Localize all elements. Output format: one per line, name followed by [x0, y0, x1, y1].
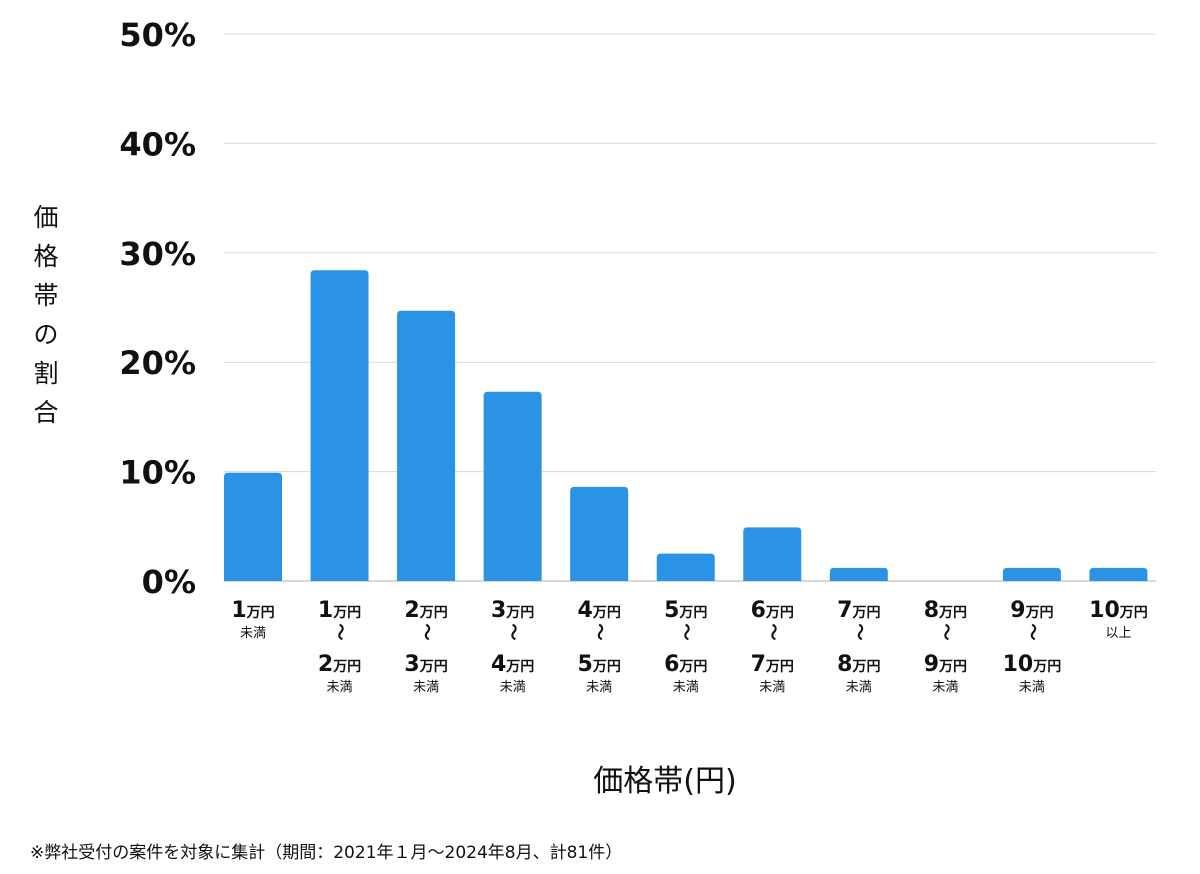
x-tick-value: 1万円	[231, 598, 274, 623]
x-tick-value: 6万円	[751, 598, 794, 623]
bar	[829, 567, 888, 581]
x-tick-range-separator: 〜	[676, 624, 696, 641]
y-tick-label: 50%	[119, 16, 196, 54]
bar	[1089, 567, 1148, 581]
x-tick-value: 6万円	[664, 652, 707, 677]
y-axis-label: 価格帯の割合	[28, 198, 64, 432]
x-tick-suffix: 未満	[932, 680, 958, 695]
x-tick-range-separator: 〜	[503, 624, 523, 641]
gridlines	[224, 33, 1156, 582]
y-axis-label-char: 帯	[33, 281, 59, 310]
x-tick-value: 5万円	[578, 652, 621, 677]
x-tick-value: 2万円	[318, 652, 361, 677]
y-tick-label: 0%	[142, 563, 196, 601]
x-tick-range-separator: 〜	[589, 624, 609, 641]
x-tick-value: 8万円	[837, 652, 880, 677]
x-tick-labels: 1万円未満1万円〜2万円未満2万円〜3万円未満3万円〜4万円未満4万円〜5万円未…	[231, 598, 1147, 695]
y-axis-label-char: の	[33, 320, 59, 349]
bar	[224, 472, 282, 581]
bar	[656, 553, 715, 581]
x-tick-suffix: 以上	[1105, 626, 1131, 641]
x-tick-value: 1万円	[318, 598, 361, 623]
x-tick-value: 3万円	[404, 652, 447, 677]
y-axis-label-char: 格	[33, 242, 59, 271]
x-tick-value: 8万円	[924, 598, 967, 623]
x-tick-suffix: 未満	[846, 680, 872, 695]
y-tick-label: 10%	[119, 454, 196, 492]
x-tick-suffix: 未満	[413, 680, 439, 695]
x-tick-range-separator: 〜	[762, 624, 782, 641]
y-axis-label-char: 合	[33, 398, 59, 427]
bar	[570, 486, 629, 581]
y-axis-label-char: 価	[33, 203, 59, 232]
y-tick-label: 30%	[119, 235, 196, 273]
x-tick-value: 7万円	[837, 598, 880, 623]
y-tick-label: 40%	[119, 125, 196, 163]
x-tick-value: 5万円	[664, 598, 707, 623]
x-tick-value: 3万円	[491, 598, 534, 623]
y-tick-label: 20%	[119, 344, 196, 382]
bar	[1002, 567, 1061, 581]
x-tick-value: 4万円	[491, 652, 534, 677]
bar	[483, 391, 542, 581]
y-tick-labels: 0% 10% 20% 30% 40% 50%	[119, 16, 196, 601]
y-axis-label-char: 割	[33, 359, 59, 388]
x-tick-suffix: 未満	[759, 680, 785, 695]
x-tick-range-separator: 〜	[849, 624, 869, 641]
x-tick-value: 4万円	[578, 598, 621, 623]
x-tick-suffix: 未満	[327, 680, 353, 695]
bars	[224, 270, 1148, 581]
bar	[397, 310, 456, 581]
bar	[310, 270, 369, 581]
bar	[743, 527, 802, 581]
x-tick-suffix: 未満	[240, 626, 266, 641]
x-tick-value: 7万円	[751, 652, 794, 677]
x-axis-label: 価格帯(円)	[593, 764, 737, 799]
x-tick-suffix: 未満	[586, 680, 612, 695]
x-tick-range-separator: 〜	[330, 624, 350, 641]
x-tick-value: 2万円	[404, 598, 447, 623]
x-tick-value: 9万円	[1010, 598, 1053, 623]
footnote: ※弊社受付の案件を対象に集計（期間：2021年１月〜2024年8月、計81件）	[30, 843, 623, 863]
x-tick-suffix: 未満	[1019, 680, 1045, 695]
x-tick-range-separator: 〜	[935, 624, 955, 641]
x-tick-value: 9万円	[924, 652, 967, 677]
x-tick-suffix: 未満	[500, 680, 526, 695]
x-tick-range-separator: 〜	[416, 624, 436, 641]
x-tick-suffix: 未満	[673, 680, 699, 695]
x-tick-value: 10万円	[1003, 652, 1062, 677]
x-tick-value: 10万円	[1089, 598, 1148, 623]
x-tick-range-separator: 〜	[1022, 624, 1042, 641]
